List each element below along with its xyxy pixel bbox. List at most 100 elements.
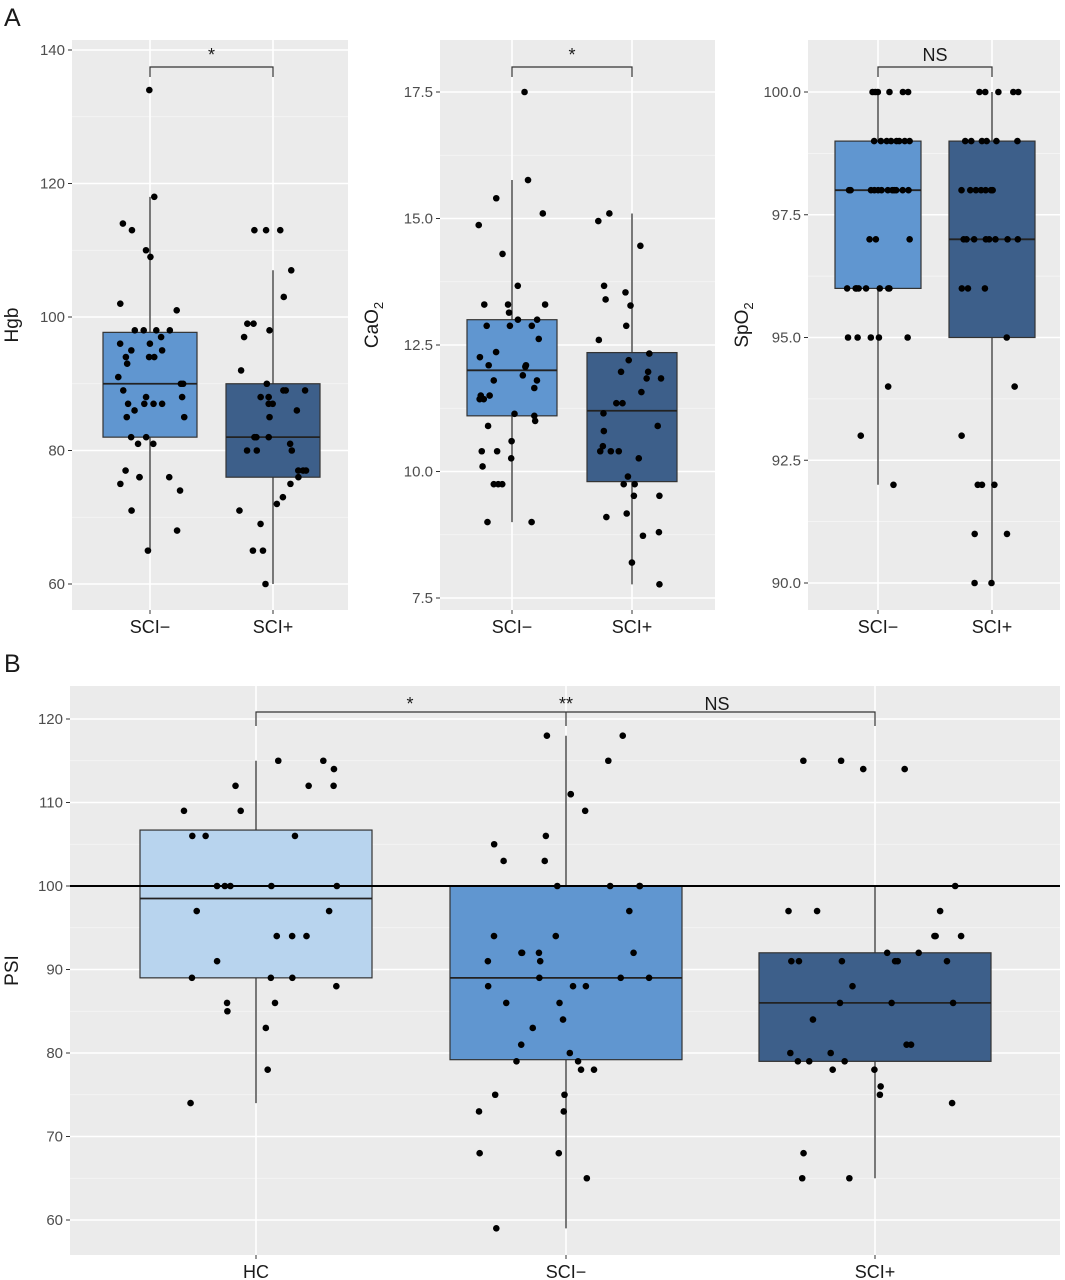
data-point [244, 320, 251, 327]
data-point [271, 999, 279, 1007]
y-tick-label: 110 [39, 795, 63, 812]
data-point [870, 137, 878, 145]
data-point [595, 217, 602, 225]
data-point [480, 301, 488, 308]
data-point [849, 982, 856, 990]
data-point [599, 442, 607, 450]
data-point [888, 999, 895, 1007]
panel-label-a: A [4, 4, 21, 32]
data-point [522, 363, 529, 371]
data-point [805, 1058, 813, 1065]
y-axis-title-main: PSI [2, 955, 23, 986]
data-point [128, 226, 136, 234]
data-point [872, 236, 880, 243]
data-point [630, 949, 637, 957]
data-point [620, 480, 628, 488]
data-point [150, 440, 157, 448]
data-point [287, 480, 294, 488]
data-point [158, 347, 166, 354]
data-point [906, 236, 913, 243]
data-point [479, 463, 486, 470]
data-point [499, 250, 506, 258]
data-point [1011, 383, 1018, 390]
data-point [490, 377, 498, 384]
data-point [583, 1174, 591, 1182]
data-point [165, 473, 173, 481]
y-tick-label: 60 [46, 1212, 63, 1229]
significance-label: ** [559, 694, 573, 714]
x-tick-label: HC [243, 1262, 269, 1280]
data-point [854, 334, 861, 341]
data-point [500, 857, 507, 865]
data-point [907, 1041, 915, 1048]
data-point [529, 1024, 537, 1032]
data-point [645, 974, 653, 982]
data-point [958, 186, 965, 194]
data-point [639, 532, 647, 540]
data-point [971, 579, 978, 587]
data-point [622, 289, 629, 296]
data-point [561, 1091, 568, 1099]
data-point [555, 1149, 563, 1157]
y-axis-title: CaO2 [362, 302, 386, 348]
data-point [236, 507, 243, 514]
data-point [845, 186, 853, 194]
data-point [837, 757, 845, 765]
data-point [836, 999, 844, 1007]
data-point [613, 399, 620, 407]
data-point [294, 467, 302, 474]
data-point [508, 437, 515, 445]
data-point [173, 307, 181, 314]
data-point [227, 882, 234, 890]
data-point [567, 790, 575, 798]
data-point [142, 433, 150, 441]
data-point [518, 949, 525, 957]
data-point [333, 882, 341, 890]
data-point [1014, 236, 1022, 243]
data-point [556, 999, 563, 1007]
data-point [866, 236, 873, 243]
data-point [493, 1225, 500, 1232]
data-point [644, 368, 652, 376]
x-tick-label: SCI+ [253, 617, 294, 637]
data-point [266, 413, 273, 421]
data-point [299, 467, 307, 474]
data-point [134, 440, 142, 448]
data-point [886, 285, 893, 292]
data-point [303, 932, 310, 940]
data-point [843, 285, 851, 292]
data-point [305, 782, 312, 790]
data-point [237, 807, 245, 815]
data-point [176, 487, 184, 494]
data-point [146, 86, 153, 94]
data-point [841, 1058, 848, 1065]
data-point [991, 481, 998, 489]
data-point [262, 226, 270, 234]
data-point [846, 1174, 853, 1182]
data-point [656, 581, 663, 588]
data-point [131, 407, 138, 414]
data-point [992, 236, 999, 243]
y-tick-label: 17.5 [404, 84, 433, 101]
data-point [932, 932, 939, 940]
data-point [504, 301, 512, 308]
data-point [978, 481, 986, 489]
data-point [827, 1049, 834, 1057]
data-point [213, 957, 221, 965]
data-point [617, 974, 625, 982]
data-point [623, 510, 631, 517]
data-point [536, 974, 543, 982]
data-point [603, 513, 610, 521]
data-point [144, 547, 152, 554]
data-point [330, 782, 337, 790]
data-point [915, 949, 922, 957]
data-point [876, 285, 884, 292]
significance-label: NS [922, 45, 947, 65]
data-point [813, 907, 821, 915]
data-point [539, 210, 547, 217]
data-point [531, 417, 539, 425]
data-point [890, 481, 897, 489]
data-point [906, 137, 913, 145]
